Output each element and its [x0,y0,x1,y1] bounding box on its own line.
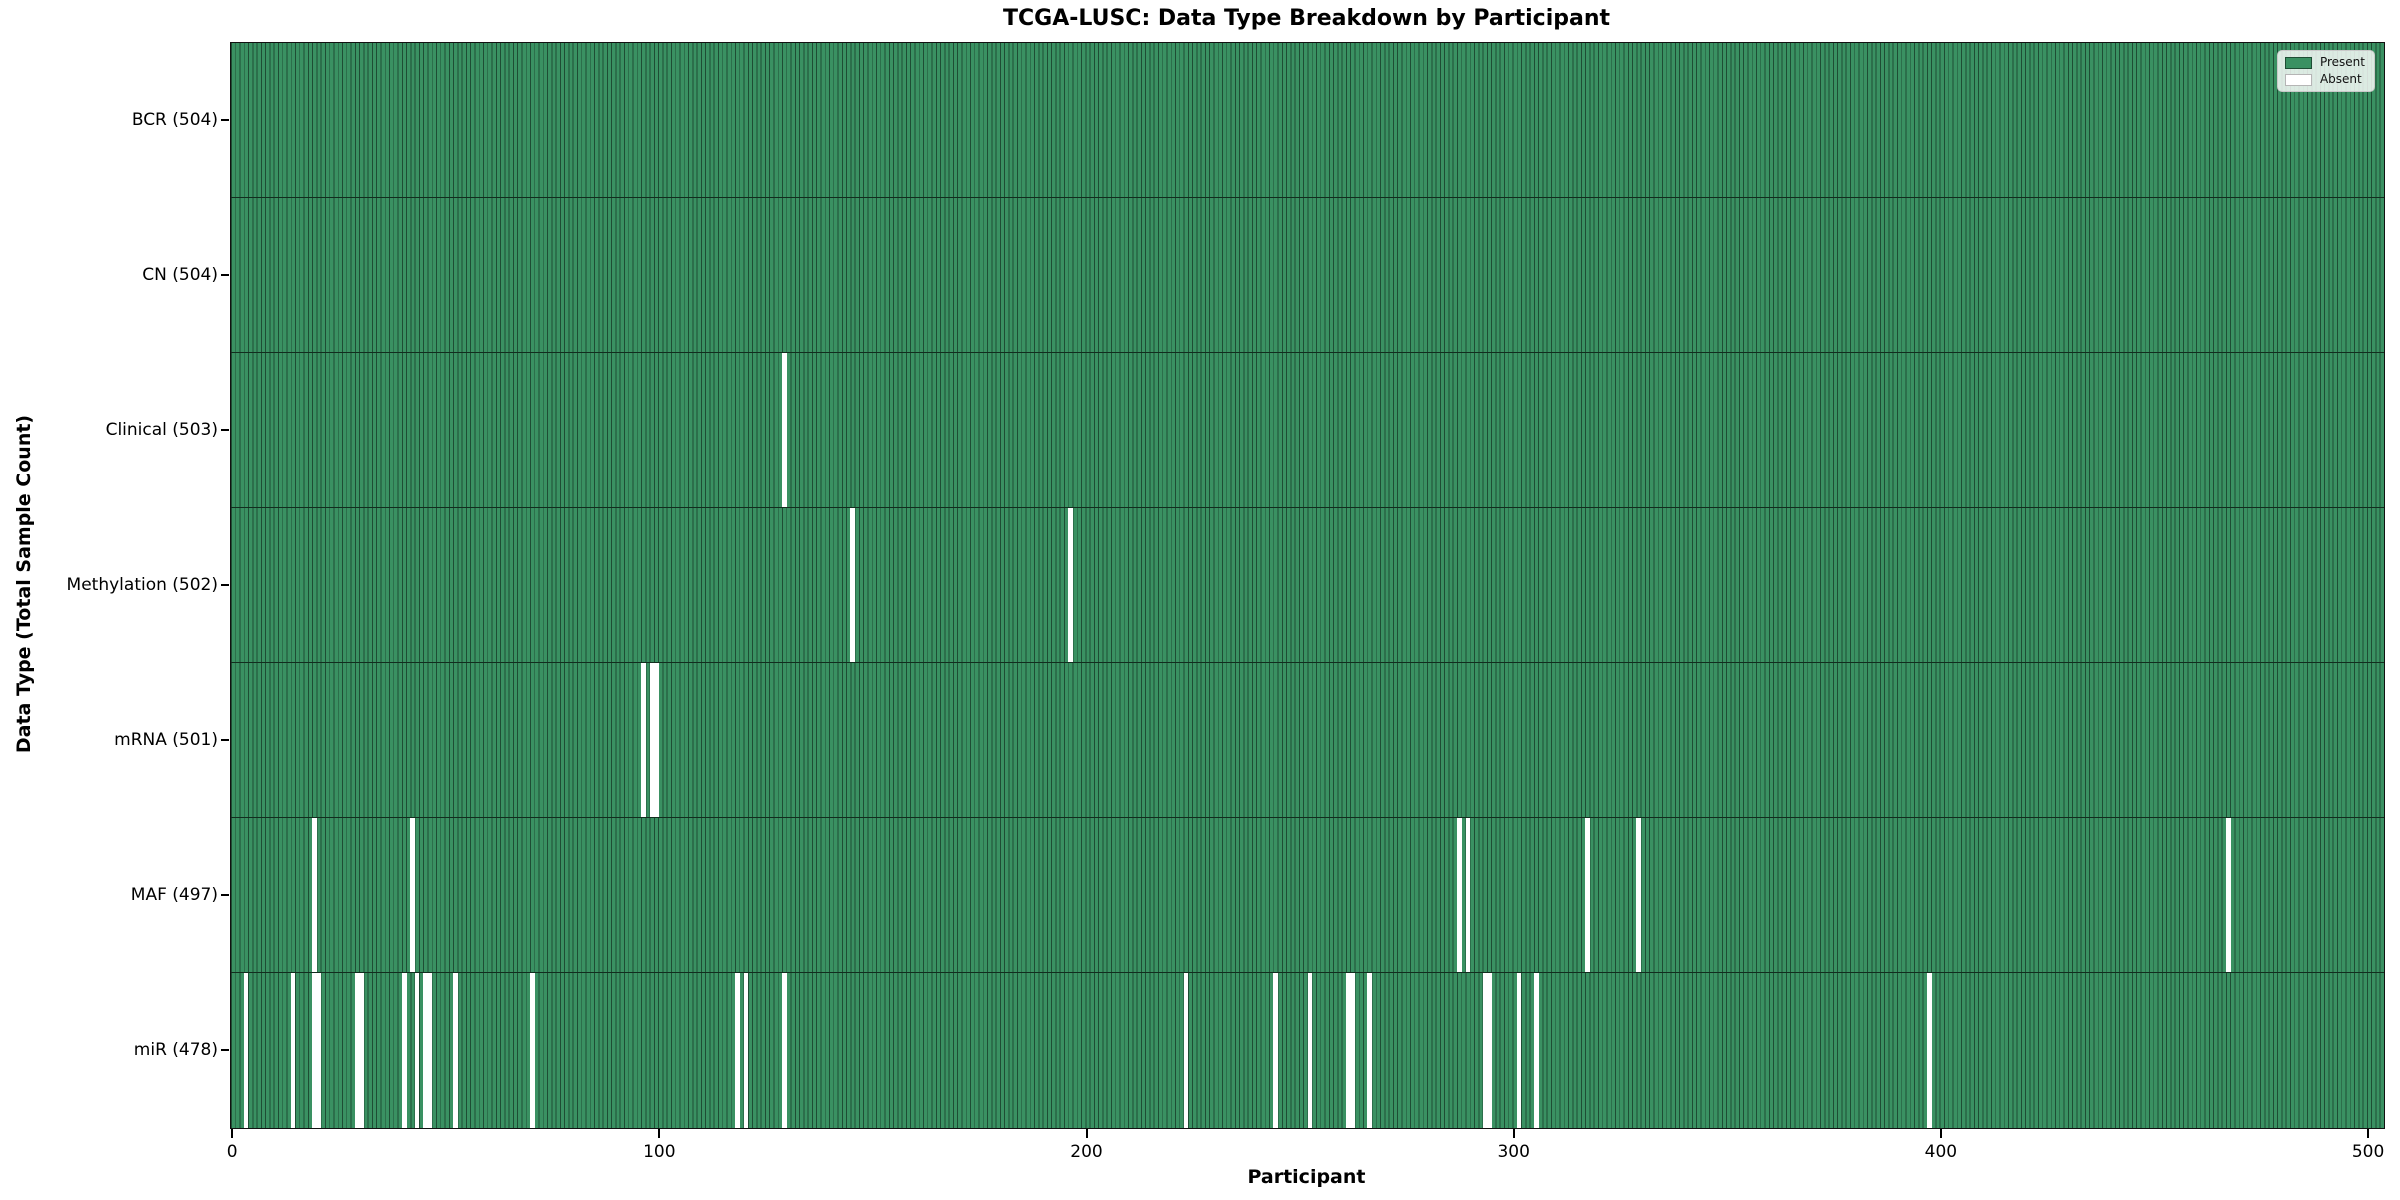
absent-mark-MAF-329 [1636,818,1642,972]
absent-mark-miR-293 [1482,973,1488,1128]
row-miR [231,973,2384,1128]
absent-mark-miR-20 [316,973,322,1128]
absent-mark-mRNA-96 [641,663,646,817]
row-BCR [231,43,2384,198]
present-swatch-icon [2284,56,2312,69]
absent-mark-miR-52 [453,973,458,1128]
xtick-label-300: 300 [1497,1142,1530,1162]
ytick-mark-Clinical [221,428,229,431]
absent-mark-miR-40 [401,973,407,1128]
absent-mark-miR-30 [359,973,364,1128]
x-axis-title: Participant [1247,1166,1366,1188]
absent-mark-Clinical-129 [782,353,787,507]
ytick-mark-Methylation [221,583,229,586]
absent-mark-miR-120 [743,973,749,1128]
xtick-mark-300 [1512,1129,1515,1138]
xtick-label-0: 0 [226,1142,238,1162]
absent-swatch-icon [2284,73,2312,86]
xtick-label-200: 200 [1070,1142,1103,1162]
absent-mark-miR-43 [414,973,420,1128]
xtick-label-500: 500 [2351,1142,2385,1162]
absent-mark-miR-19 [312,973,317,1128]
absent-mark-MAF-317 [1585,818,1590,972]
ytick-label-Methylation: Methylation (502) [66,574,218,595]
absent-mark-miR-262 [1350,973,1355,1128]
absent-mark-miR-305 [1533,973,1539,1128]
absent-mark-miR-261 [1345,973,1351,1128]
row-MAF [231,818,2384,973]
absent-mark-miR-266 [1367,973,1372,1128]
absent-mark-miR-3 [243,973,249,1128]
ytick-label-CN: CN (504) [142,264,218,285]
absent-mark-miR-252 [1307,973,1313,1128]
ytick-mark-MAF [221,893,229,896]
chart-title: TCGA-LUSC: Data Type Breakdown by Partic… [1002,6,1611,31]
ytick-label-MAF: MAF (497) [130,884,218,905]
absent-mark-Methylation-145 [850,508,856,662]
absent-mark-miR-223 [1183,973,1189,1128]
row-Clinical [231,353,2384,508]
legend-item-absent: Absent [2284,72,2365,86]
absent-mark-miR-14 [290,973,296,1128]
ytick-mark-miR [221,1048,229,1051]
absent-mark-miR-397 [1926,973,1932,1128]
absent-mark-miR-46 [427,973,433,1128]
absent-mark-mRNA-98 [649,663,655,817]
legend: Present Absent [2276,50,2375,92]
absent-mark-mRNA-99 [653,663,659,817]
xtick-mark-0 [231,1129,234,1138]
absent-mark-miR-244 [1273,973,1278,1128]
absent-mark-miR-118 [735,973,740,1128]
legend-absent-label: Absent [2319,72,2362,86]
absent-mark-miR-45 [423,973,428,1128]
row-CN [231,198,2384,353]
absent-mark-miR-70 [530,973,535,1128]
absent-mark-MAF-287 [1457,818,1462,972]
absent-mark-Methylation-196 [1068,508,1073,662]
ytick-label-BCR: BCR (504) [131,109,218,130]
row-mRNA [231,663,2384,818]
ytick-label-miR: miR (478) [133,1039,218,1060]
absent-mark-miR-29 [354,973,360,1128]
xtick-label-100: 100 [643,1142,676,1162]
ytick-mark-CN [221,273,229,276]
absent-mark-MAF-42 [410,818,416,972]
absent-mark-MAF-289 [1465,818,1471,972]
ytick-label-mRNA: mRNA (501) [114,729,218,750]
xtick-mark-200 [1085,1129,1088,1138]
absent-mark-miR-129 [782,973,787,1128]
ytick-mark-mRNA [221,738,229,741]
absent-mark-MAF-19 [312,818,317,972]
row-Methylation [231,508,2384,663]
ytick-label-Clinical: Clinical (503) [105,419,218,440]
plot-area: Present Absent [230,42,2385,1129]
ytick-mark-BCR [221,118,229,121]
absent-mark-MAF-467 [2225,818,2231,972]
xtick-mark-400 [1939,1129,1942,1138]
absent-mark-miR-301 [1516,973,1522,1128]
legend-item-present: Present [2284,55,2365,69]
xtick-mark-100 [658,1129,661,1138]
legend-present-label: Present [2319,55,2365,69]
absent-mark-miR-294 [1486,973,1492,1128]
xtick-label-400: 400 [1924,1142,1958,1162]
xtick-mark-500 [2367,1129,2370,1138]
